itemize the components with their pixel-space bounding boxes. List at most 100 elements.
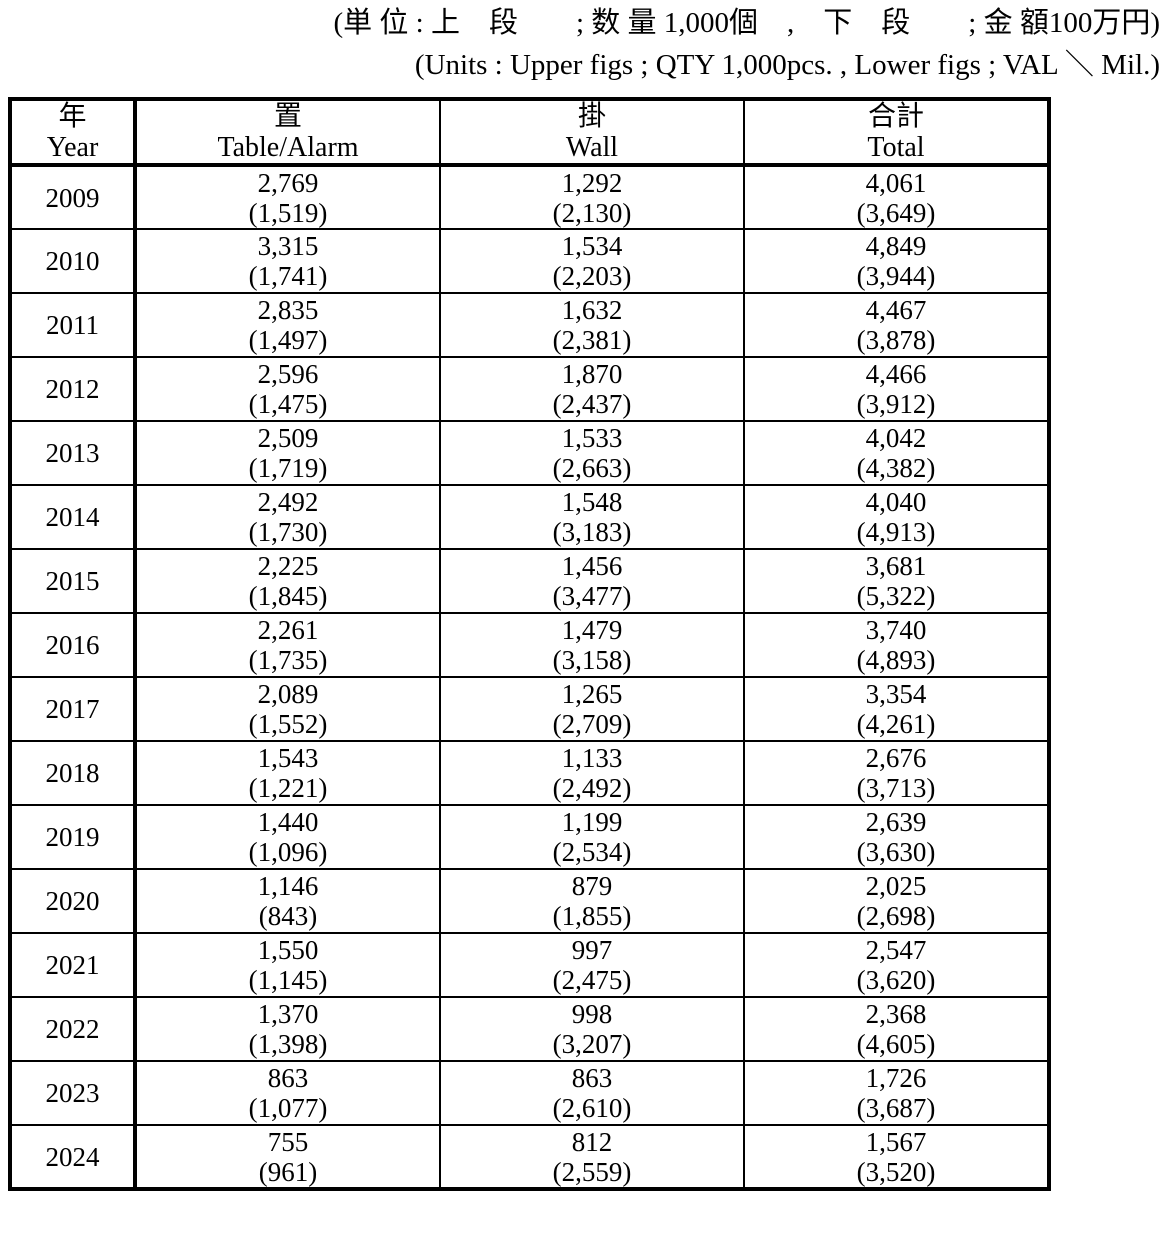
val-value: (1,077) <box>248 1093 328 1123</box>
val-value: (843) <box>258 901 318 931</box>
qty-value: 997 <box>571 935 613 965</box>
total-cell: 2,639 (3,630) <box>743 804 1050 870</box>
val-value: (4,893) <box>856 645 936 675</box>
table-row: 2016 2,261 (1,735) 1,479 (3,158) 3,740 (4,8… <box>9 612 1050 678</box>
table-alarm-cell: 2,835 (1,497) <box>134 292 441 358</box>
val-value: (3,477) <box>552 581 632 611</box>
table-alarm-cell: 2,596 (1,475) <box>134 356 441 422</box>
qty-value: 2,835 <box>257 295 319 325</box>
year-cell: 2024 <box>9 1124 137 1190</box>
qty-value: 1,479 <box>561 615 623 645</box>
qty-value: 863 <box>267 1063 309 1093</box>
val-value: (1,145) <box>248 965 328 995</box>
col-header-year-en: Year <box>46 132 99 163</box>
val-value: (4,605) <box>856 1029 936 1059</box>
qty-value: 4,040 <box>865 487 927 517</box>
qty-value: 1,567 <box>865 1126 927 1157</box>
wall-cell: 997 (2,475) <box>439 932 745 998</box>
total-cell: 3,681 (5,322) <box>743 548 1050 614</box>
col-header-wall-jp: 掛 <box>577 101 606 132</box>
year-cell: 2011 <box>9 292 137 358</box>
total-cell: 3,740 (4,893) <box>743 612 1050 678</box>
val-value: (2,610) <box>552 1093 632 1123</box>
val-value: (1,221) <box>248 773 328 803</box>
val-value: (3,713) <box>856 773 936 803</box>
qty-value: 1,870 <box>561 359 623 389</box>
qty-value: 2,547 <box>865 935 927 965</box>
val-value: (2,534) <box>552 837 632 867</box>
wall-cell: 1,632 (2,381) <box>439 292 745 358</box>
table-alarm-cell: 863 (1,077) <box>134 1060 441 1126</box>
qty-value: 3,315 <box>257 231 319 261</box>
table-alarm-cell: 1,370 (1,398) <box>134 996 441 1062</box>
wall-cell: 1,456 (3,477) <box>439 548 745 614</box>
table-row: 2009 2,769 (1,519) 1,292 (2,130) 4,061 (3,6… <box>9 164 1050 230</box>
val-value: (1,855) <box>552 901 632 931</box>
units-caption: (単 位 : 上 段 ; 数 量 1,000個 , 下 段 ; 金 額100万円… <box>334 2 1161 86</box>
wall-cell: 1,548 (3,183) <box>439 484 745 550</box>
qty-value: 2,596 <box>257 359 319 389</box>
qty-value: 1,548 <box>561 487 623 517</box>
table-row: 2012 2,596 (1,475) 1,870 (2,437) 4,466 (3,9… <box>9 356 1050 422</box>
val-value: (2,559) <box>552 1156 632 1187</box>
table-row: 2023 863 (1,077) 863 (2,610) 1,726 (3,687) <box>9 1060 1050 1126</box>
year-cell: 2020 <box>9 868 137 934</box>
col-header-wall: 掛 Wall <box>439 98 745 167</box>
qty-value: 879 <box>571 871 613 901</box>
total-cell: 4,040 (4,913) <box>743 484 1050 550</box>
wall-cell: 863 (2,610) <box>439 1060 745 1126</box>
total-cell: 4,042 (4,382) <box>743 420 1050 486</box>
val-value: (3,183) <box>552 517 632 547</box>
table-row: 2013 2,509 (1,719) 1,533 (2,663) 4,042 (4,3… <box>9 420 1050 486</box>
qty-value: 2,509 <box>257 423 319 453</box>
table-alarm-cell: 2,769 (1,519) <box>134 164 441 230</box>
table-alarm-cell: 2,261 (1,735) <box>134 612 441 678</box>
table-row: 2017 2,089 (1,552) 1,265 (2,709) 3,354 (4,2… <box>9 676 1050 742</box>
wall-cell: 1,265 (2,709) <box>439 676 745 742</box>
val-value: (3,520) <box>856 1156 936 1187</box>
table-alarm-cell: 3,315 (1,741) <box>134 228 441 294</box>
units-caption-en: (Units : Upper figs ; QTY 1,000pcs. , Lo… <box>414 49 1160 81</box>
val-value: (3,207) <box>552 1029 632 1059</box>
qty-value: 4,849 <box>865 231 927 261</box>
units-caption-jp: (単 位 : 上 段 ; 数 量 1,000個 , 下 段 ; 金 額100万円… <box>333 7 1161 39</box>
year-cell: 2016 <box>9 612 137 678</box>
col-header-year-jp: 年 <box>58 101 87 132</box>
val-value: (3,158) <box>552 645 632 675</box>
val-value: (3,649) <box>856 197 936 228</box>
val-value: (2,130) <box>552 197 632 228</box>
total-cell: 4,061 (3,649) <box>743 164 1050 230</box>
qty-value: 1,456 <box>561 551 623 581</box>
qty-value: 1,726 <box>865 1063 927 1093</box>
total-cell: 1,726 (3,687) <box>743 1060 1050 1126</box>
wall-cell: 1,292 (2,130) <box>439 164 745 230</box>
val-value: (2,203) <box>552 261 632 291</box>
clock-shipments-table: 年 Year 置 Table/Alarm 掛 Wall 合計 Total <box>8 97 1051 1191</box>
qty-value: 4,467 <box>865 295 927 325</box>
val-value: (2,437) <box>552 389 632 419</box>
wall-cell: 812 (2,559) <box>439 1124 745 1190</box>
val-value: (1,735) <box>248 645 328 675</box>
qty-value: 2,676 <box>865 743 927 773</box>
wall-cell: 1,479 (3,158) <box>439 612 745 678</box>
year-cell: 2023 <box>9 1060 137 1126</box>
table-row: 2014 2,492 (1,730) 1,548 (3,183) 4,040 (4,9… <box>9 484 1050 550</box>
qty-value: 1,550 <box>257 935 319 965</box>
table-row: 2010 3,315 (1,741) 1,534 (2,203) 4,849 (3,9… <box>9 228 1050 294</box>
col-header-table-alarm: 置 Table/Alarm <box>134 98 441 167</box>
val-value: (2,475) <box>552 965 632 995</box>
wall-cell: 1,533 (2,663) <box>439 420 745 486</box>
total-cell: 2,025 (2,698) <box>743 868 1050 934</box>
qty-value: 998 <box>571 999 613 1029</box>
qty-value: 1,534 <box>561 231 623 261</box>
qty-value: 1,199 <box>561 807 623 837</box>
qty-value: 4,466 <box>865 359 927 389</box>
table-alarm-cell: 755 (961) <box>134 1124 441 1190</box>
qty-value: 4,042 <box>865 423 927 453</box>
qty-value: 1,440 <box>257 807 319 837</box>
qty-value: 1,533 <box>561 423 623 453</box>
qty-value: 1,370 <box>257 999 319 1029</box>
qty-value: 2,261 <box>257 615 319 645</box>
year-cell: 2015 <box>9 548 137 614</box>
qty-value: 2,639 <box>865 807 927 837</box>
